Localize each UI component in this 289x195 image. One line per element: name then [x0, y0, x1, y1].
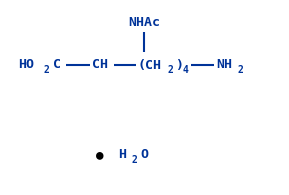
- Text: (CH: (CH: [138, 58, 162, 72]
- Text: CH: CH: [92, 58, 108, 72]
- Text: O: O: [140, 149, 148, 161]
- Text: C: C: [53, 58, 61, 72]
- Text: 2: 2: [168, 65, 174, 75]
- Text: ●: ●: [96, 149, 104, 161]
- Text: NH: NH: [216, 58, 232, 72]
- Text: H: H: [118, 149, 126, 161]
- Text: NHAc: NHAc: [128, 15, 160, 28]
- Text: ): ): [175, 58, 183, 72]
- Text: 2: 2: [132, 155, 138, 165]
- Text: 2: 2: [238, 65, 244, 75]
- Text: HO: HO: [18, 58, 34, 72]
- Text: 4: 4: [183, 65, 189, 75]
- Text: 2: 2: [43, 65, 49, 75]
